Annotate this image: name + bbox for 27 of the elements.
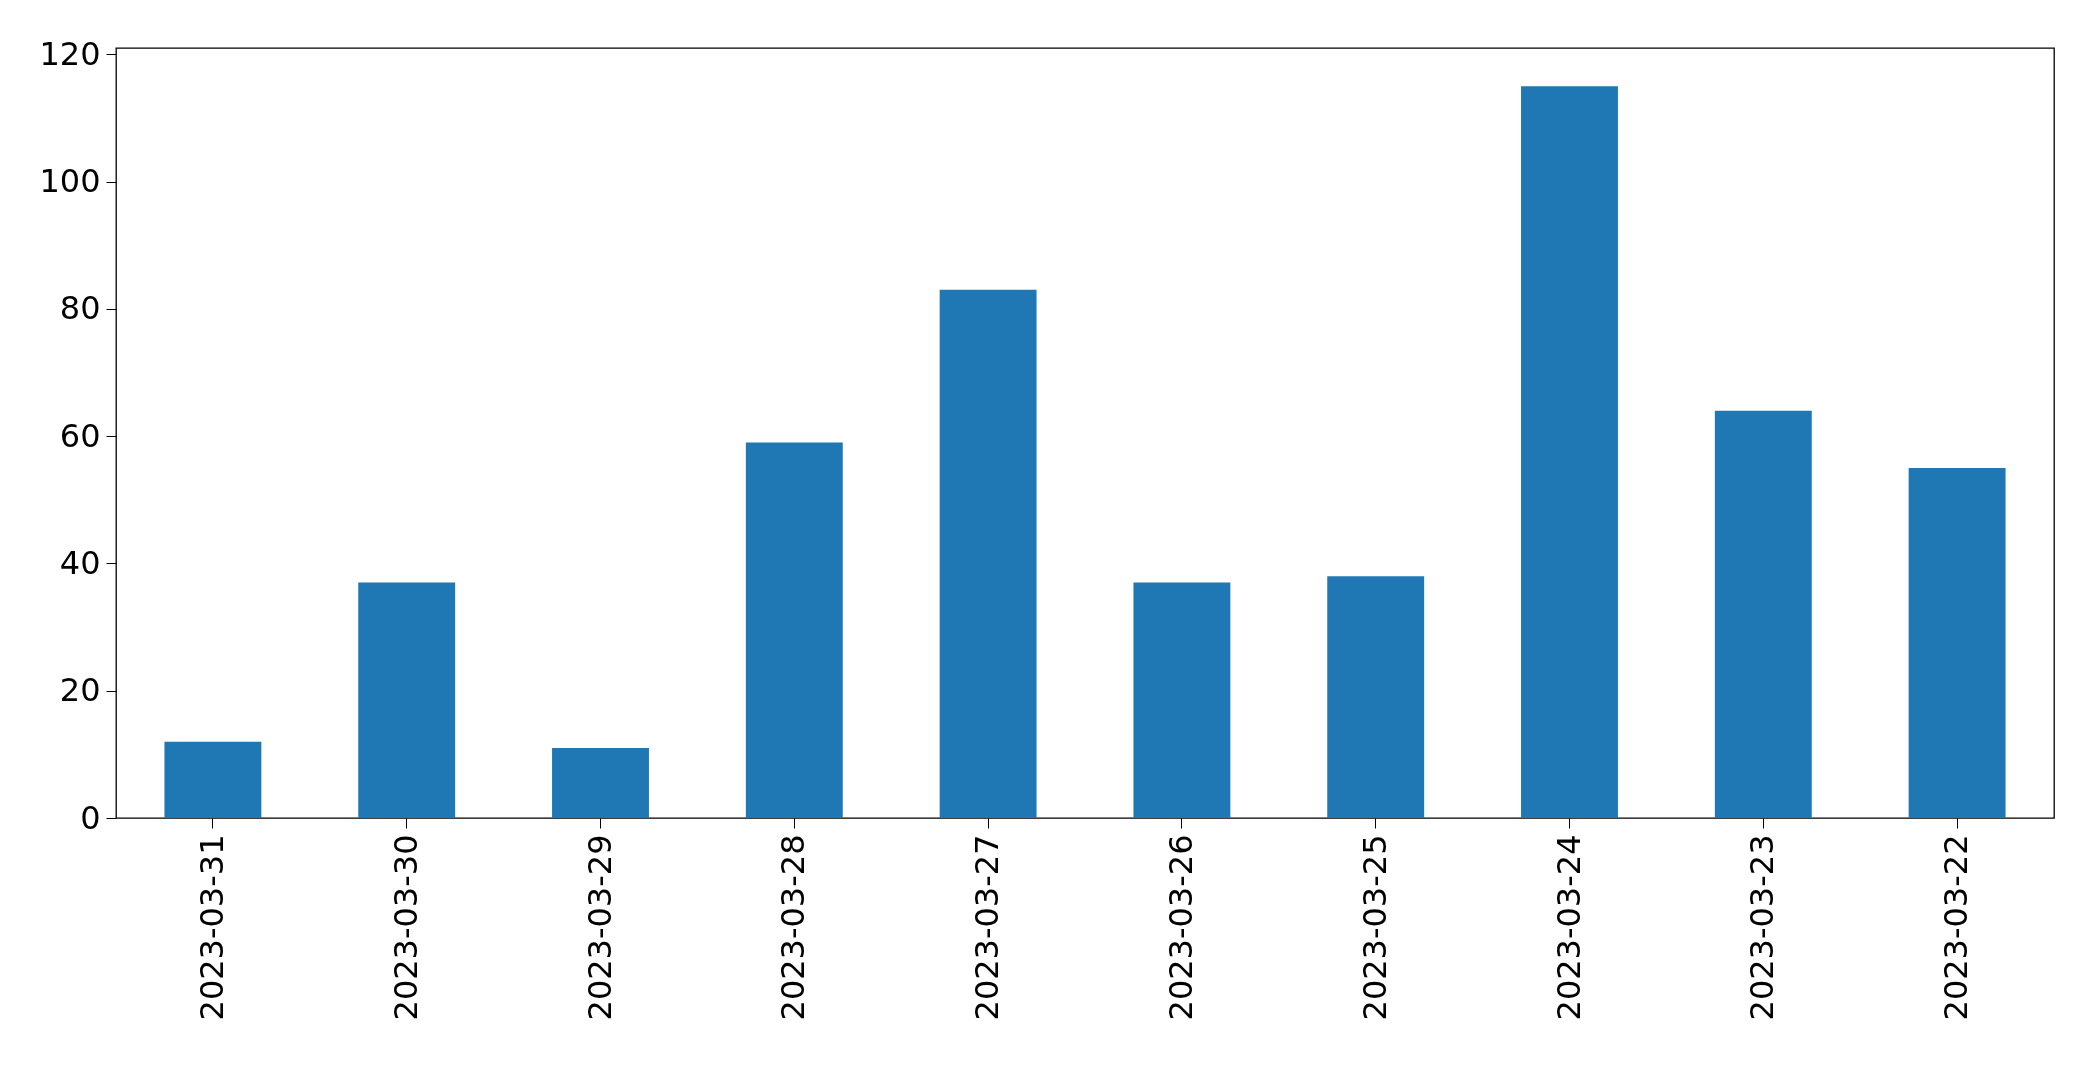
y-tick-label: 120 [39, 34, 101, 73]
bar [745, 442, 843, 818]
x-tick-label: 2023-03-22 [1937, 834, 1976, 1021]
y-tick-label: 100 [39, 162, 101, 201]
y-tick-label: 80 [59, 289, 101, 328]
x-tick-label: 2023-03-27 [968, 834, 1007, 1021]
y-tick-label: 0 [80, 798, 101, 837]
bar [164, 741, 262, 818]
x-tick-label: 2023-03-31 [192, 834, 231, 1021]
x-tick-label: 2023-03-28 [774, 834, 813, 1021]
bar [1327, 576, 1425, 818]
x-tick-label: 2023-03-25 [1355, 834, 1394, 1021]
x-tick-label: 2023-03-23 [1743, 834, 1782, 1021]
x-tick-label: 2023-03-26 [1161, 834, 1200, 1021]
bar [1714, 410, 1812, 818]
bar [1908, 468, 2006, 818]
bar [1521, 86, 1618, 818]
x-tick-label: 2023-03-29 [580, 834, 619, 1021]
x-tick-label: 2023-03-24 [1549, 834, 1588, 1021]
bar [358, 582, 456, 818]
y-tick-label: 20 [59, 671, 101, 710]
y-tick-label: 60 [59, 416, 101, 455]
x-tick-label: 2023-03-30 [386, 834, 425, 1021]
bar [552, 748, 649, 818]
bar [1133, 582, 1231, 818]
y-tick-label: 40 [59, 543, 101, 582]
bar [939, 289, 1037, 818]
